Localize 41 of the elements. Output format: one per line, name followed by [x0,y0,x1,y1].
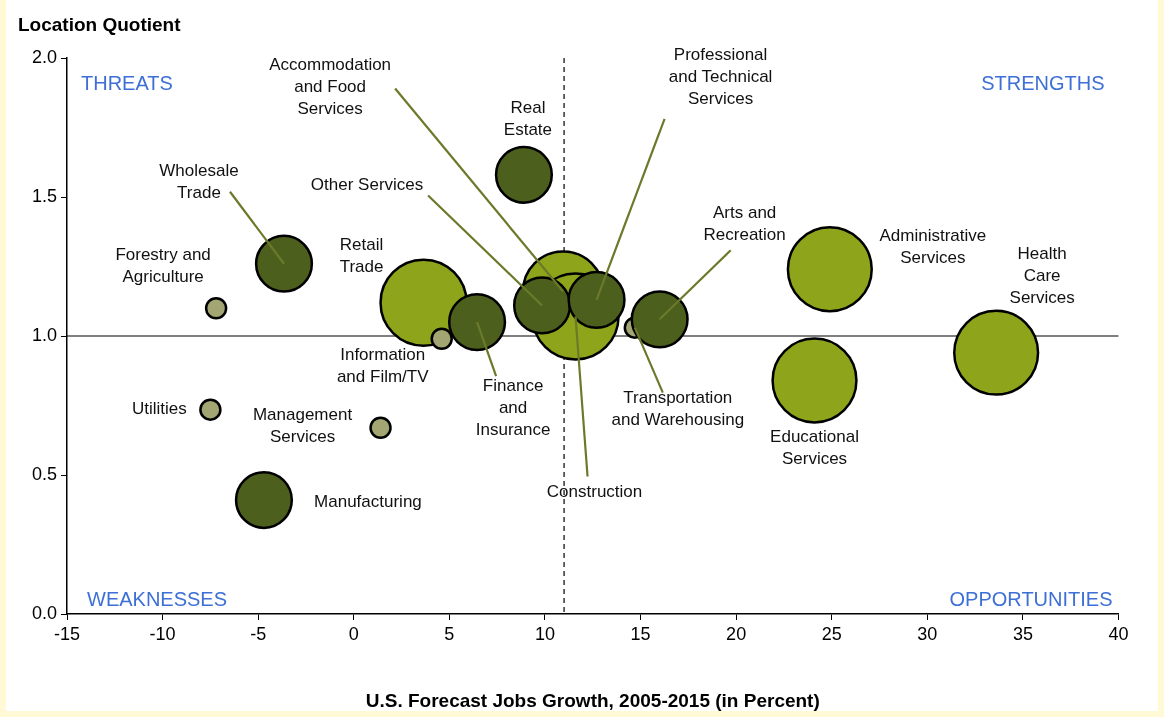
annotation: Management Services [252,405,353,447]
annotation: Administrative Services [879,225,987,267]
annotation: Health Care Services [1009,244,1075,308]
x-tick-label: -10 [149,623,176,644]
x-tick-label: 10 [534,623,555,644]
annotation: Other Services [310,175,424,195]
annotation: Finance and Insurance [475,375,551,439]
x-tick-label: 25 [821,623,842,644]
x-tick-label: 0 [348,623,359,644]
annotation: Wholesale Trade [159,161,239,203]
x-tick-label: -5 [250,623,267,644]
y-tick-label: 1.0 [31,324,57,345]
annotation: Manufacturing [314,491,422,511]
annotation: Real Estate [503,98,553,140]
annotation: Transportation and Warehousing [611,388,745,430]
y-tick-label: 1.5 [31,185,57,206]
y-tick-label: 0.0 [31,602,57,623]
annotation: Utilities [131,399,187,419]
annotation: Educational Services [770,427,859,469]
x-tick-label: 35 [1012,623,1033,644]
annotation: WEAKNESSES [87,587,228,610]
annotation: Information and Film/TV [336,345,430,387]
x-tick-label: 15 [630,623,651,644]
x-tick-label: -15 [53,623,81,644]
x-axis-title: U.S. Forecast Jobs Growth, 2005-2015 (in Percent) [365,689,820,711]
annotation: Retail Trade [339,235,384,277]
annotation: OPPORTUNITIES [949,587,1113,610]
annotation: Accommodation and Food Services [269,55,392,119]
annotation: Arts and Recreation [703,203,786,245]
y-axis-title: Location Quotient [18,14,181,36]
y-tick-label: 2.0 [31,46,57,67]
x-tick-label: 5 [444,623,455,644]
annotation: Construction [546,482,643,502]
x-tick-label: 30 [917,623,938,644]
y-tick-label: 0.5 [31,463,57,484]
annotation: THREATS [81,71,173,94]
annotation: STRENGTHS [981,71,1105,94]
x-tick-label: 40 [1108,623,1129,644]
x-tick-label: 20 [726,623,747,644]
annotation: Professional and Technical Services [668,44,773,108]
annotation: Forestry and Agriculture [115,244,211,286]
